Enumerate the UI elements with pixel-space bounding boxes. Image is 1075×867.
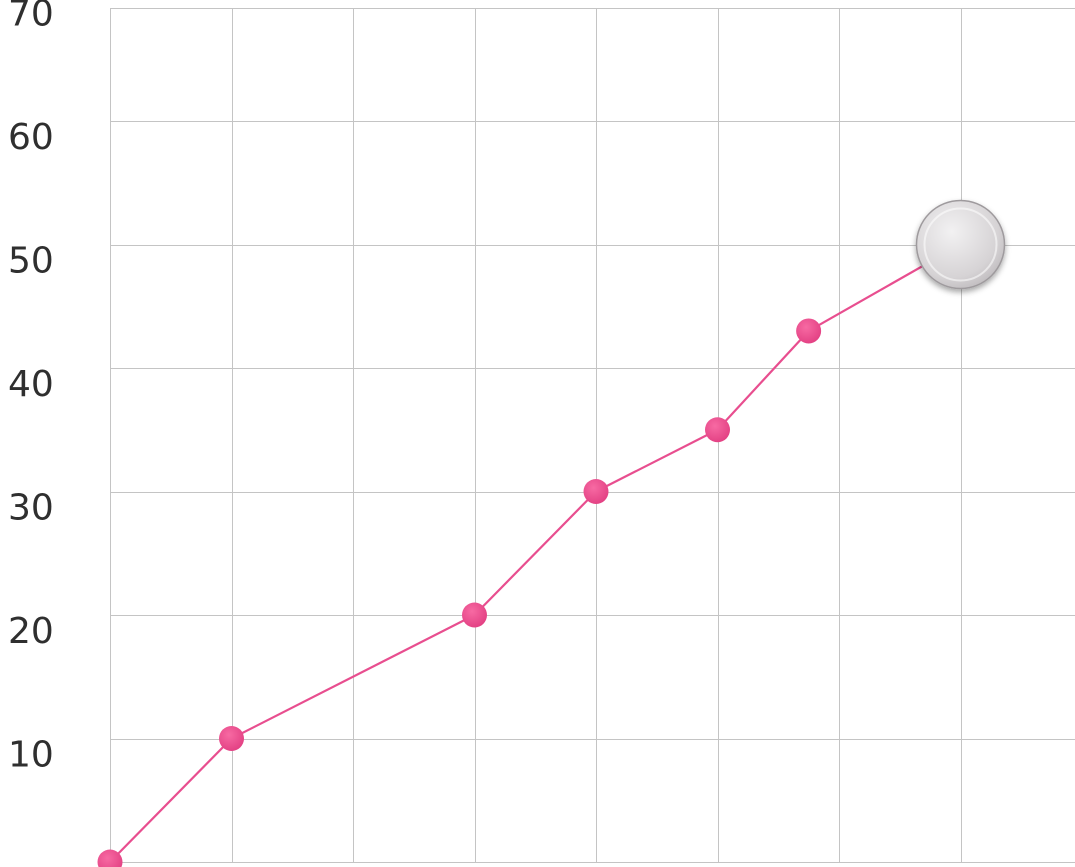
data-point[interactable] [97,849,123,867]
series-line [109,243,962,863]
data-point[interactable] [796,318,822,344]
highlighted-point[interactable] [915,199,1006,290]
y-tick-label: 40 [8,364,54,405]
y-tick-label: 30 [8,488,54,529]
data-point[interactable] [705,417,730,443]
y-tick-label: 50 [8,241,54,282]
grid [110,8,1075,863]
data-points [97,199,1006,867]
y-tick-label: 10 [8,735,54,776]
data-point[interactable] [219,726,244,751]
series-line-layer [109,243,962,863]
y-axis-ticks: 10 20 30 40 50 60 70 [8,0,54,776]
y-tick-label: 60 [8,117,54,158]
y-tick-label: 20 [8,611,54,652]
y-tick-label: 70 [8,0,54,35]
data-point[interactable] [462,602,487,628]
data-point[interactable] [583,479,609,504]
highlighted-point-ring [923,207,998,282]
